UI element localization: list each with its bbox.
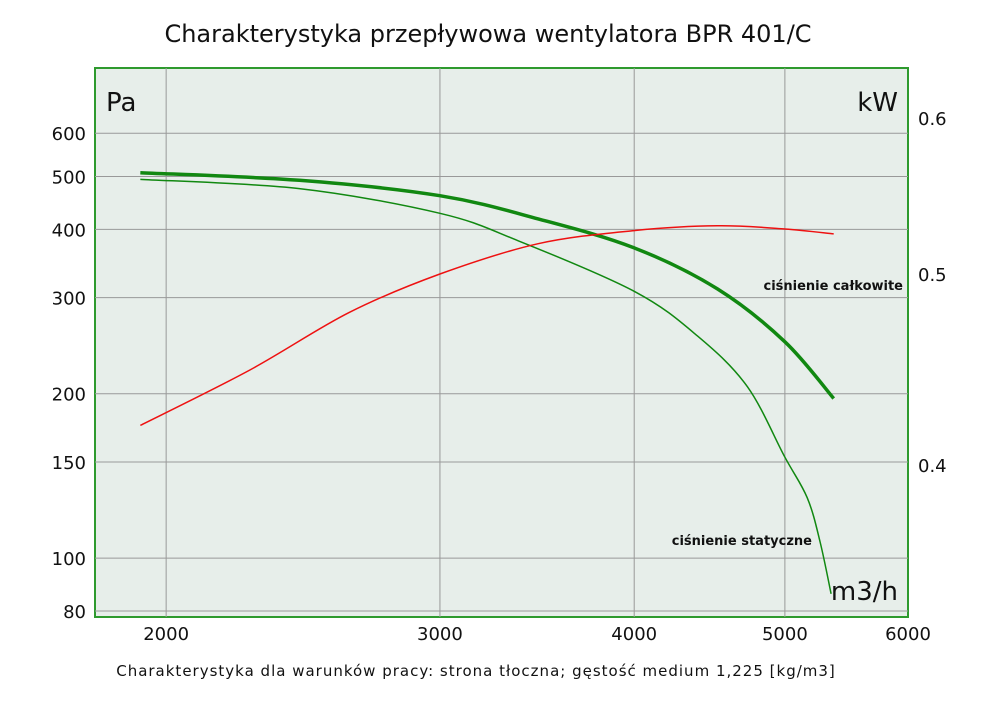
x-tick-labels: 2000 3000 4000 5000 6000 [143,624,931,645]
x-tick-label: 2000 [143,624,189,645]
series-line-static-pressure [140,178,832,594]
grid [95,68,908,617]
x-tick-label: 3000 [417,624,463,645]
y2-tick-label: 0.4 [918,456,947,477]
y-tick-label: 600 [52,124,86,145]
series-line-power [139,225,834,427]
y-tick-labels: 600 500 400 300 200 150 100 80 [52,124,86,623]
y2-tick-label: 0.5 [918,265,947,286]
y-tick-label: 200 [52,385,86,406]
y-tick-label: 300 [52,289,86,310]
chart-title: Charakterystyka przepływowa wentylatora … [164,20,811,48]
y2-tick-labels: 0.6 0.5 0.4 [918,109,947,477]
series-lines [139,170,836,594]
series-label-static: ciśnienie statyczne [672,534,812,549]
y2-tick-label: 0.6 [918,109,947,130]
series-line-total-pressure [140,170,836,400]
x-tick-label: 6000 [885,624,931,645]
chart-caption: Charakterystyka dla warunków pracy: stro… [116,662,836,680]
plot-area [94,67,909,618]
y-tick-label: 100 [52,549,86,570]
x-tick-label: 5000 [762,624,808,645]
y-axis-label: Pa [106,88,136,118]
y-tick-label: 400 [52,220,86,241]
y-tick-label: 500 [52,167,86,188]
series-label-total: ciśnienie całkowite [763,279,903,294]
y2-axis-label: kW [857,88,898,118]
x-tick-label: 4000 [611,624,657,645]
y-tick-label: 80 [63,602,86,623]
x-axis-label: m3/h [831,577,898,607]
y-tick-label: 150 [52,453,86,474]
